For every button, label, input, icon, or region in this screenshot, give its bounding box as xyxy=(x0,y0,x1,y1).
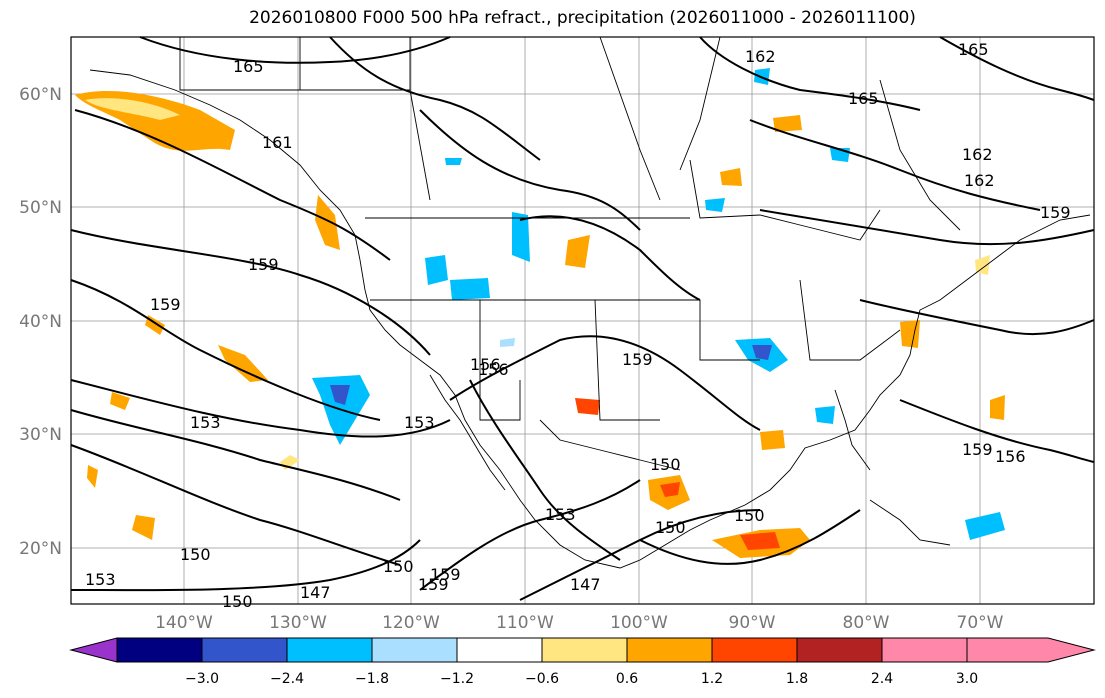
lon-label: 100°W xyxy=(610,613,668,633)
colorbar-segment xyxy=(881,637,968,663)
map-title: 2026010800 F000 500 hPa refract., precip… xyxy=(249,8,916,28)
contour-label: 159 xyxy=(430,565,461,584)
contour-label: 165 xyxy=(848,89,879,108)
colorbar-tick: 1.8 xyxy=(786,671,808,687)
lon-label: 140°W xyxy=(155,613,213,633)
lat-label: 20°N xyxy=(19,539,62,559)
contour-label: 150 xyxy=(734,506,765,525)
contour-label: 162 xyxy=(964,171,995,190)
colorbar-tick: 3.0 xyxy=(956,671,978,687)
lat-label: 60°N xyxy=(19,85,62,105)
contour-label: 159 xyxy=(248,255,279,274)
contour-label: 150 xyxy=(655,518,686,537)
colorbar-segment xyxy=(626,637,713,663)
contour-label: 156 xyxy=(470,355,501,374)
colorbar-tick: 1.2 xyxy=(701,671,723,687)
colorbar-segment xyxy=(456,637,543,663)
contour-label: 153 xyxy=(190,413,221,432)
lat-label: 30°N xyxy=(19,425,62,445)
map-area xyxy=(71,37,1094,604)
colorbar-tick: 0.6 xyxy=(616,671,638,687)
colorbar-extend-min xyxy=(69,637,118,663)
colorbar-ticks: −3.0 −2.4 −1.8 −1.2 −0.6 0.6 1.2 1.8 2.4… xyxy=(185,671,978,687)
lon-label: 110°W xyxy=(496,613,554,633)
colorbar-segment xyxy=(116,637,203,663)
contour-label: 161 xyxy=(262,133,293,152)
contour-label: 153 xyxy=(85,570,116,589)
lat-label: 50°N xyxy=(19,198,62,218)
colorbar-tick: −0.6 xyxy=(525,671,559,687)
colorbar-segment xyxy=(371,637,458,663)
lon-label: 120°W xyxy=(382,613,440,633)
refractivity-contours xyxy=(70,36,1095,601)
colorbar-segment xyxy=(286,637,373,663)
colorbar-tick: 2.4 xyxy=(871,671,893,687)
lon-labels: 140°W 130°W 120°W 110°W 100°W 90°W 80°W … xyxy=(155,613,1004,633)
contour-label: 159 xyxy=(418,575,449,594)
contour-label: 147 xyxy=(300,583,331,602)
contour-label: 162 xyxy=(745,47,776,66)
colorbar-segment xyxy=(796,637,883,663)
colorbar-extend-max xyxy=(966,637,1096,663)
contour-label: 159 xyxy=(150,295,181,314)
colorbar-segment xyxy=(711,637,798,663)
contour-label: 159 xyxy=(962,440,993,459)
contour-label: 150 xyxy=(222,592,253,611)
colorbar-tick: −1.2 xyxy=(440,671,474,687)
contour-label: 159 xyxy=(1040,203,1071,222)
contour-label: 153 xyxy=(404,413,435,432)
contour-label: 162 xyxy=(962,145,993,164)
lat-labels: 60°N 50°N 40°N 30°N 20°N xyxy=(19,85,62,559)
lon-label: 130°W xyxy=(269,613,327,633)
contour-label: 153 xyxy=(545,505,576,524)
colorbar-tick: −2.4 xyxy=(270,671,304,687)
contour-label: 159 xyxy=(622,350,653,369)
lon-label: 90°W xyxy=(729,613,776,633)
contour-label: 165 xyxy=(958,40,989,59)
contour-label: 150 xyxy=(180,545,211,564)
contour-label-group: 165 165 162 165 162 162 159 161 159 159 … xyxy=(85,40,1071,611)
colorbar xyxy=(69,637,1096,663)
contour-label: 150 xyxy=(650,455,681,474)
lon-label: 80°W xyxy=(843,613,890,633)
contour-label: 150 xyxy=(383,557,414,576)
colorbar-tick: −1.8 xyxy=(355,671,389,687)
contour-label: 147 xyxy=(570,575,601,594)
lat-label: 40°N xyxy=(19,312,62,332)
colorbar-segment xyxy=(201,637,288,663)
colorbar-segment xyxy=(541,637,628,663)
lon-label: 70°W xyxy=(957,613,1004,633)
colorbar-tick: −3.0 xyxy=(185,671,219,687)
contour-label: 156 xyxy=(478,360,509,379)
contour-label: 156 xyxy=(995,447,1026,466)
contour-label: 165 xyxy=(233,57,264,76)
